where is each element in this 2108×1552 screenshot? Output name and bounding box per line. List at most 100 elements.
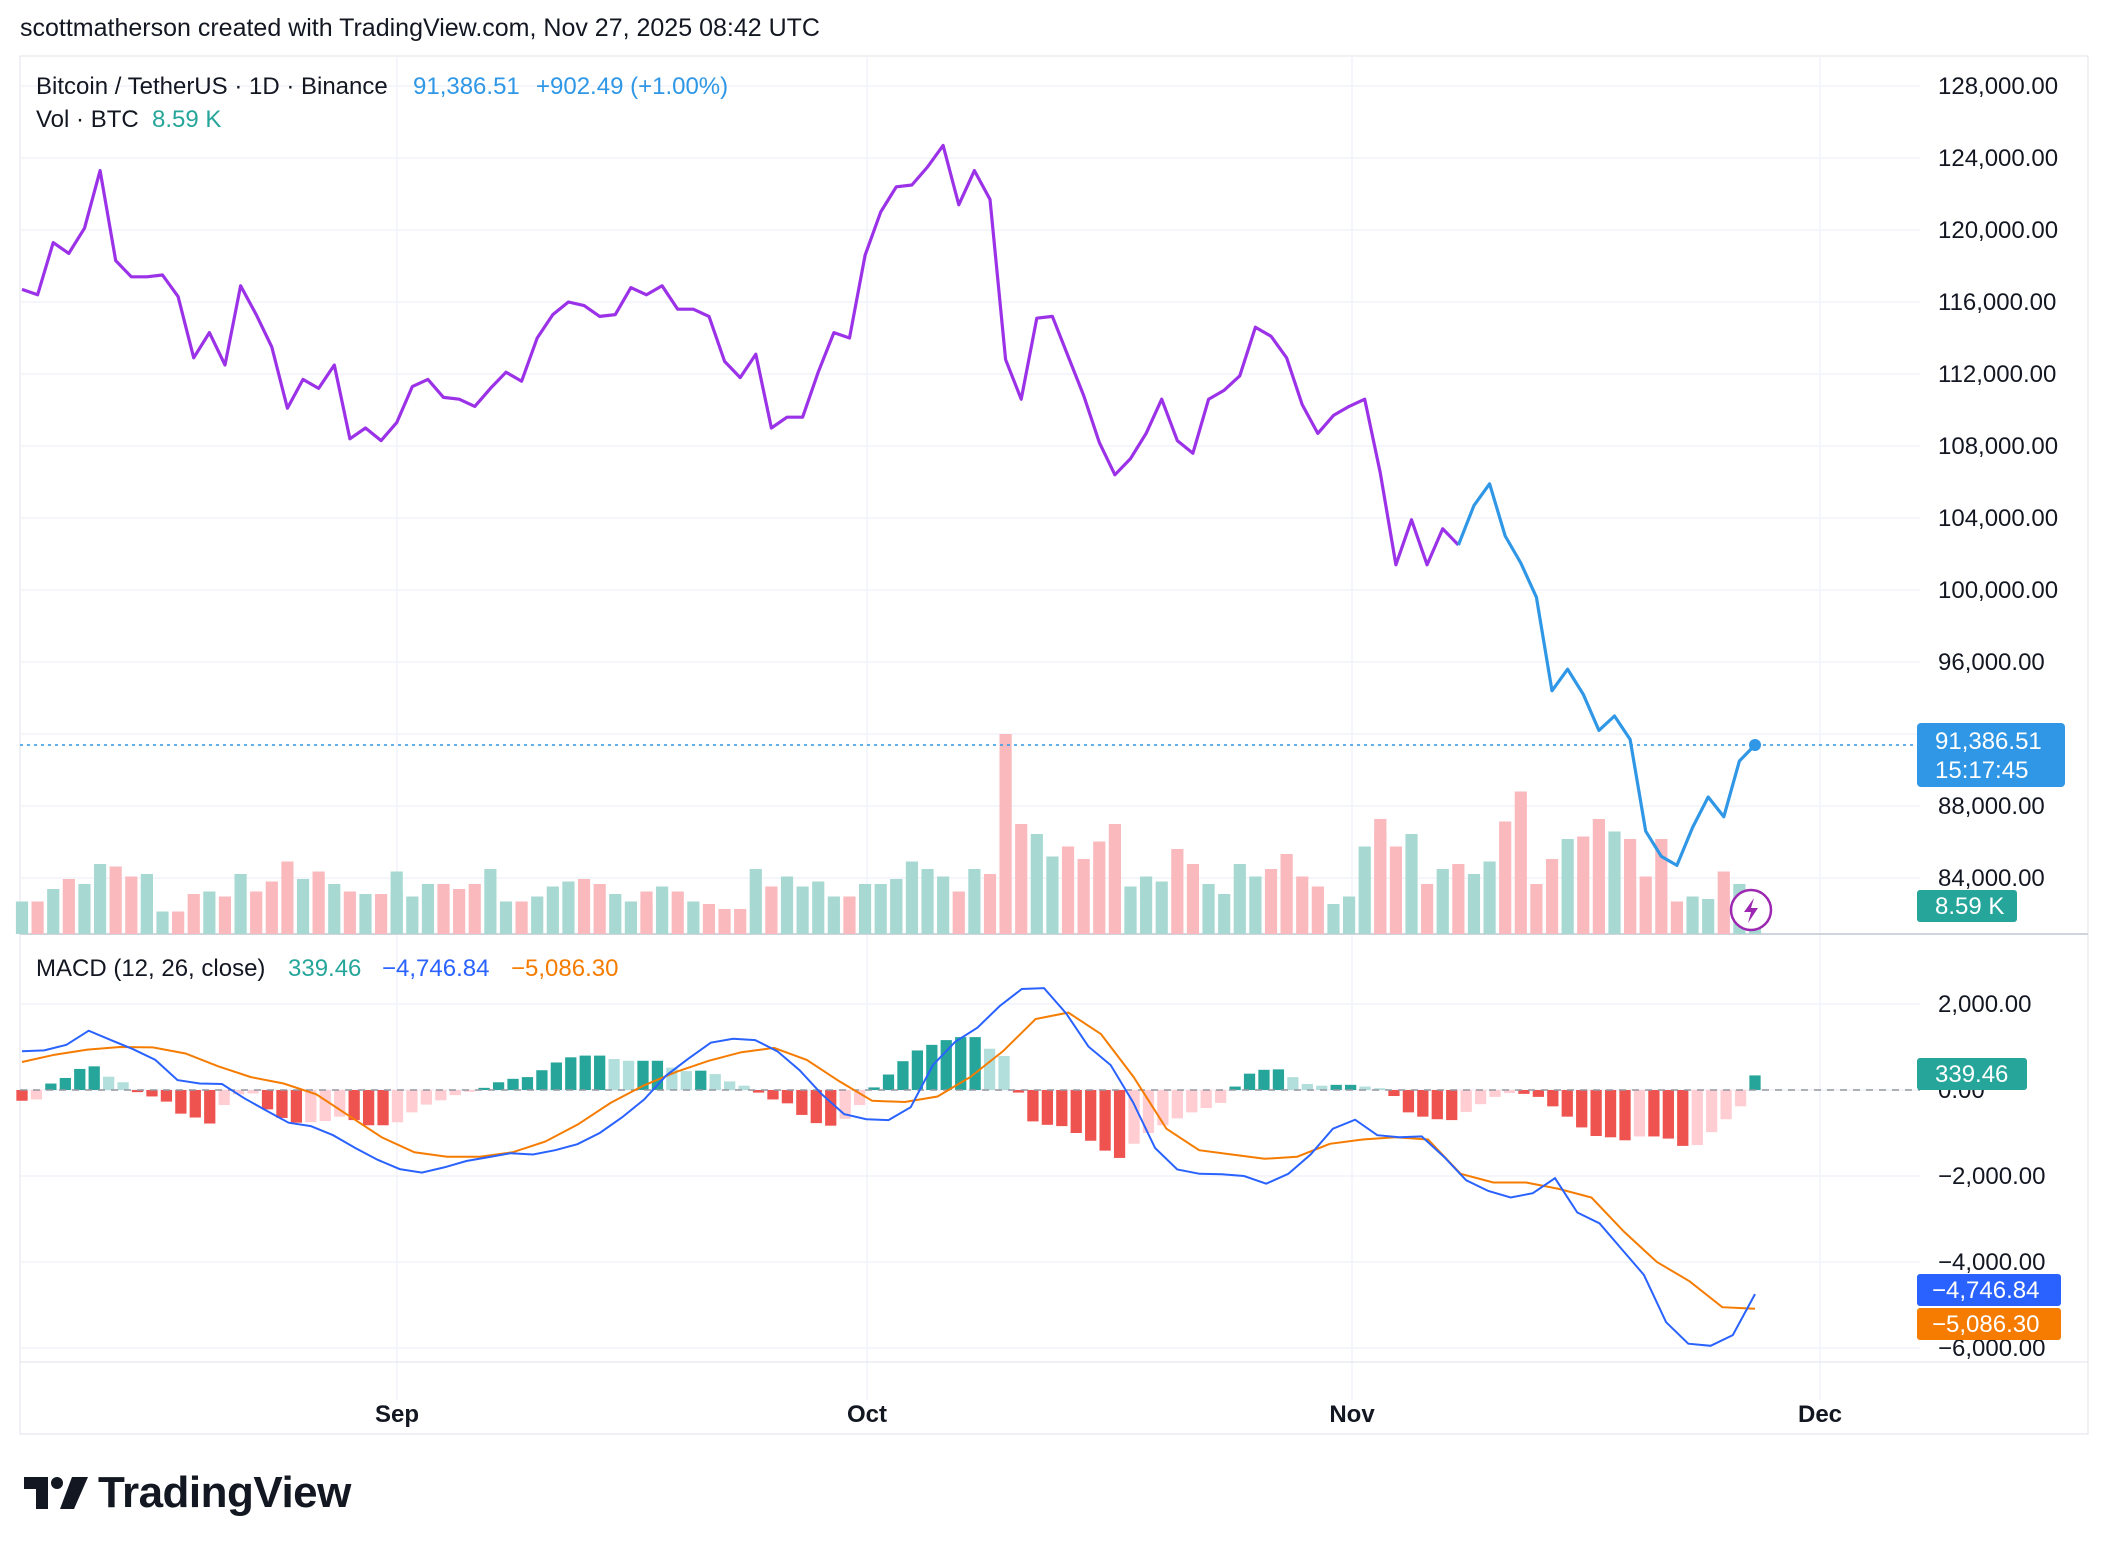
volume-bar xyxy=(531,896,544,934)
macd-histogram-bar xyxy=(955,1037,967,1090)
macd-histogram-bar xyxy=(1215,1090,1227,1103)
volume-bar xyxy=(1561,839,1574,934)
macd-histogram-bar xyxy=(175,1090,187,1114)
signal-line[interactable] xyxy=(21,1011,1756,1310)
macd-histogram-bar xyxy=(117,1082,129,1090)
macd-histogram-bar xyxy=(1330,1084,1342,1090)
price-axis-tick: 116,000.00 xyxy=(1938,289,2056,316)
macd-histogram-bar xyxy=(377,1090,389,1126)
volume-bar xyxy=(734,909,747,934)
volume-bar xyxy=(562,881,575,934)
volume-bar xyxy=(1670,901,1684,934)
volume-bar xyxy=(343,891,356,934)
macd-histogram-bar xyxy=(16,1090,28,1101)
macd-histogram-bar xyxy=(204,1090,216,1124)
macd-histogram-bar xyxy=(478,1087,490,1090)
macd-histogram-bar xyxy=(1085,1090,1097,1141)
volume-bar xyxy=(203,891,216,934)
macd-histogram-bar xyxy=(1258,1069,1270,1090)
legend-volume-value: 8.59 K xyxy=(152,106,221,133)
volume-bar xyxy=(421,884,435,934)
volume-bar xyxy=(968,869,981,934)
volume-bar xyxy=(905,861,919,934)
macd-histogram-bar xyxy=(319,1090,331,1121)
tradingview-logo[interactable]: TradingView xyxy=(24,1468,351,1518)
macd-histogram-bar xyxy=(998,1056,1010,1090)
macd-histogram-bar xyxy=(1272,1069,1285,1090)
macd-histogram-bar xyxy=(247,1090,259,1094)
macd-histogram-bar xyxy=(74,1068,86,1090)
volume-bar xyxy=(250,891,263,934)
volume-bar xyxy=(1436,869,1449,934)
volume-bar xyxy=(593,884,606,934)
macd-histogram-bar xyxy=(1402,1090,1415,1113)
price-axis-tick: 112,000.00 xyxy=(1938,361,2056,388)
volume-bar xyxy=(156,911,169,934)
volume-bar xyxy=(874,884,887,934)
macd-histogram-bar xyxy=(420,1090,432,1105)
macd-histogram-bar xyxy=(1677,1090,1689,1146)
macd-histogram-bar xyxy=(1474,1090,1487,1105)
macd-histogram-bar xyxy=(492,1082,505,1090)
volume-bar xyxy=(1514,791,1527,934)
volume-bar xyxy=(1405,834,1418,934)
time-axis-tick: Sep xyxy=(375,1401,419,1428)
macd-line[interactable] xyxy=(21,987,1756,1347)
volume-bar xyxy=(234,874,247,934)
volume-bar xyxy=(437,884,450,934)
volume-bar xyxy=(390,891,403,934)
macd-histogram-bar xyxy=(261,1090,274,1110)
volume-bar xyxy=(140,884,153,934)
macd-histogram-bar xyxy=(594,1055,606,1090)
macd-histogram-bar xyxy=(362,1090,375,1126)
volume-bar xyxy=(1124,886,1137,934)
macd-histogram-bar xyxy=(1518,1090,1530,1094)
macd-histogram-bar xyxy=(1691,1090,1703,1146)
price-axis-tick: 120,000.00 xyxy=(1938,217,2058,244)
macd-histogram-bar xyxy=(724,1081,736,1090)
macd-histogram-bar xyxy=(695,1070,707,1090)
volume-bar xyxy=(640,891,653,934)
macd-histogram-bar xyxy=(1561,1090,1573,1117)
macd-histogram-bar xyxy=(1070,1090,1082,1133)
macd-histogram-bar xyxy=(1157,1090,1169,1126)
volume-bar xyxy=(265,881,278,934)
volume-bar xyxy=(468,884,481,934)
volume-bar xyxy=(1592,819,1605,934)
volume-tag-value: 8.59 K xyxy=(1935,893,2004,920)
macd-histogram-bar xyxy=(940,1040,952,1090)
price-line-recent[interactable] xyxy=(1456,482,1757,867)
macd-histogram-bar xyxy=(1229,1086,1241,1090)
macd-histogram-bar xyxy=(146,1090,158,1097)
price-tag-countdown: 15:17:45 xyxy=(1935,757,2028,784)
volume-bar xyxy=(1389,846,1402,934)
legend-macd-label[interactable]: MACD (12, 26, close) xyxy=(36,955,265,982)
volume-bar xyxy=(1264,869,1278,934)
macd-histogram-bar xyxy=(348,1090,360,1121)
macd-histogram-bar xyxy=(1316,1085,1328,1090)
macd-histogram-bar xyxy=(1301,1083,1313,1090)
volume-bar xyxy=(62,879,75,934)
price-axis-tick: 96,000.00 xyxy=(1938,649,2045,676)
volume-bar xyxy=(1061,846,1075,934)
macd-histogram-bar xyxy=(435,1090,447,1101)
volume-bar xyxy=(843,896,856,934)
macd-histogram-bar xyxy=(1720,1090,1732,1120)
macd-histogram-bar xyxy=(88,1066,100,1090)
macd-histogram-bar xyxy=(1142,1090,1155,1133)
lightning-icon[interactable] xyxy=(1729,888,1773,932)
price-line[interactable] xyxy=(21,143,1460,567)
macd-histogram-bar xyxy=(738,1085,750,1090)
volume-bar xyxy=(47,889,60,934)
macd-histogram-bar xyxy=(1041,1090,1053,1125)
macd-histogram-bar xyxy=(680,1071,692,1090)
volume-bar xyxy=(515,901,528,934)
legend-volume-label[interactable]: Vol · BTC xyxy=(36,106,139,133)
volume-bar xyxy=(93,864,107,934)
macd-histogram-bar xyxy=(796,1090,808,1115)
volume-bar xyxy=(1530,884,1543,934)
macd-histogram-bar xyxy=(1460,1090,1472,1112)
macd-histogram-bar xyxy=(1373,1088,1386,1090)
legend-symbol[interactable]: Bitcoin / TetherUS · 1D · Binance xyxy=(36,73,388,100)
